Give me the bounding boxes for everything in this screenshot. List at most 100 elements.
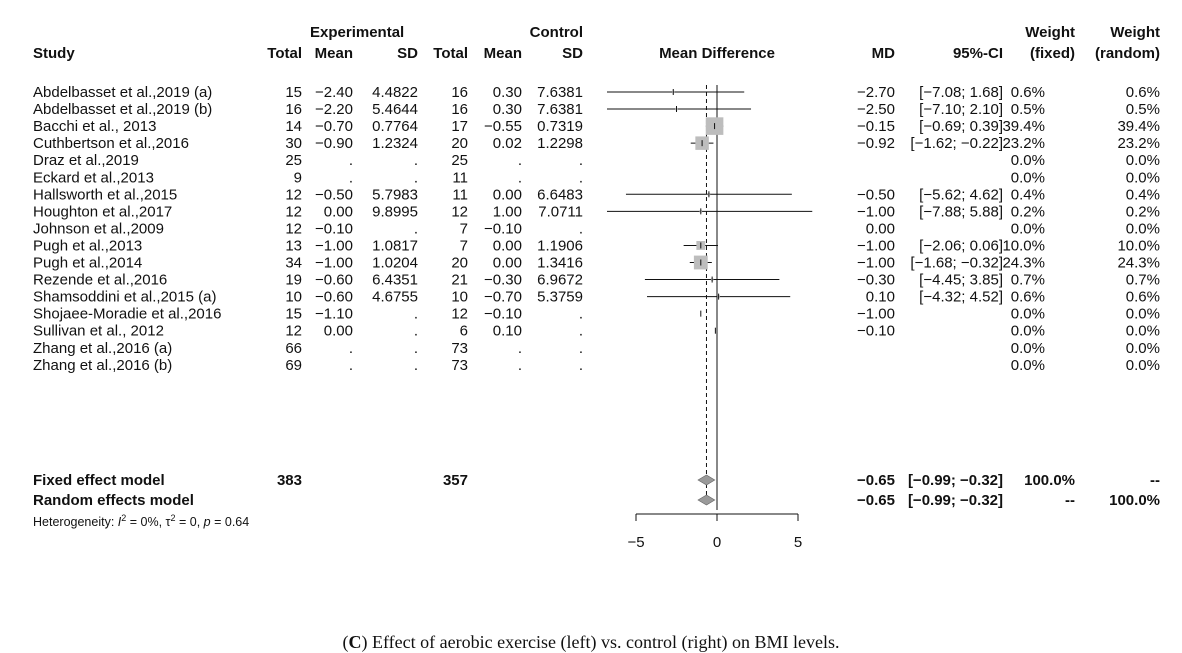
ctrl-sd-cell: . <box>579 169 583 186</box>
ci-cell: [−4.45; 3.85] <box>919 272 1003 289</box>
weight-random-cell: 0.0% <box>1126 357 1160 374</box>
header-control: Control <box>530 24 583 41</box>
weight-fixed-cell: 0.4% <box>1011 186 1045 203</box>
ctrl-mean-cell: −0.55 <box>484 118 522 135</box>
ctrl-total-cell: 10 <box>451 289 468 306</box>
ci-cell: [−4.32; 4.52] <box>919 289 1003 306</box>
exp-mean-cell: −0.60 <box>315 272 353 289</box>
ctrl-mean-cell: 0.02 <box>493 135 522 152</box>
ctrl-total-cell: 7 <box>460 237 468 254</box>
x-axis-tick-label: 0 <box>713 534 721 551</box>
ctrl-sd-cell: 6.6483 <box>537 186 583 203</box>
header-ctrl-total: Total <box>433 45 468 62</box>
weight-fixed-cell: 0.0% <box>1011 220 1045 237</box>
ctrl-mean-cell: −0.30 <box>484 272 522 289</box>
exp-mean-cell: 0.00 <box>324 323 353 340</box>
ctrl-total-cell: 17 <box>451 118 468 135</box>
weight-random-cell: 0.0% <box>1126 323 1160 340</box>
md-cell: −0.50 <box>857 186 895 203</box>
ctrl-mean-cell: 0.00 <box>493 255 522 272</box>
exp-sd-cell: . <box>414 220 418 237</box>
ci-cell: [−1.68; −0.32] <box>910 255 1003 272</box>
exp-total-cell: 15 <box>285 84 302 101</box>
fixed-effect-ci: [−0.99; −0.32] <box>908 472 1003 489</box>
ctrl-mean-cell: 0.00 <box>493 186 522 203</box>
ctrl-sd-cell: 7.6381 <box>537 84 583 101</box>
ctrl-mean-cell: −0.70 <box>484 289 522 306</box>
exp-mean-cell: . <box>349 357 353 374</box>
ctrl-sd-cell: 7.0711 <box>538 203 583 220</box>
ctrl-sd-cell: 7.6381 <box>537 101 583 118</box>
exp-sd-cell: . <box>414 323 418 340</box>
exp-total-cell: 69 <box>285 357 302 374</box>
header-ctrl-sd: SD <box>562 45 583 62</box>
ctrl-mean-cell: . <box>518 357 522 374</box>
header-experimental: Experimental <box>310 24 404 41</box>
caption-text: ) Effect of aerobic exercise (left) vs. … <box>361 632 840 652</box>
fixed-effect-md: −0.65 <box>857 472 895 489</box>
exp-mean-cell: . <box>349 152 353 169</box>
exp-mean-cell: 0.00 <box>324 203 353 220</box>
exp-sd-cell: 6.4351 <box>372 272 418 289</box>
header-exp-total: Total <box>267 45 302 62</box>
header-weight-random-top: Weight <box>1110 24 1160 41</box>
ctrl-mean-cell: 0.00 <box>493 237 522 254</box>
weight-random-cell: 10.0% <box>1117 237 1160 254</box>
exp-sd-cell: 5.4644 <box>372 101 418 118</box>
ctrl-total-cell: 20 <box>451 135 468 152</box>
random-effects-ci: [−0.99; −0.32] <box>908 492 1003 509</box>
random-effects-weight-fixed: -- <box>1065 492 1075 509</box>
exp-total-cell: 13 <box>285 237 302 254</box>
exp-sd-cell: 5.7983 <box>372 186 418 203</box>
ctrl-sd-cell: . <box>579 357 583 374</box>
weight-random-cell: 24.3% <box>1117 255 1160 272</box>
exp-mean-cell: −0.90 <box>315 135 353 152</box>
study-label: Abdelbasset et al.,2019 (b) <box>33 101 212 118</box>
study-label: Sullivan et al., 2012 <box>33 323 164 340</box>
weight-random-cell: 0.0% <box>1126 152 1160 169</box>
weight-random-cell: 0.7% <box>1126 272 1160 289</box>
exp-sd-cell: 1.2324 <box>372 135 418 152</box>
exp-mean-cell: −0.10 <box>315 220 353 237</box>
weight-fixed-cell: 10.0% <box>1002 237 1045 254</box>
caption-letter: C <box>348 632 362 652</box>
fixed-effect-label: Fixed effect model <box>33 472 165 489</box>
ctrl-total-cell: 73 <box>451 340 468 357</box>
ctrl-sd-cell: 1.2298 <box>537 135 583 152</box>
x-axis-tick-label: −5 <box>627 534 644 551</box>
fixed-effect-diamond <box>697 474 716 486</box>
ctrl-total-cell: 20 <box>451 255 468 272</box>
weight-fixed-cell: 0.2% <box>1011 203 1045 220</box>
study-label: Cuthbertson et al.,2016 <box>33 135 189 152</box>
study-label: Shamsoddini et al.,2015 (a) <box>33 289 216 306</box>
exp-mean-cell: −2.20 <box>315 101 353 118</box>
study-label: Rezende et al.,2016 <box>33 272 167 289</box>
random-effects-md: −0.65 <box>857 492 895 509</box>
exp-total-cell: 14 <box>285 118 302 135</box>
ci-cell: [−1.62; −0.22] <box>910 135 1003 152</box>
ctrl-sd-cell: . <box>579 152 583 169</box>
ctrl-total-cell: 25 <box>451 152 468 169</box>
exp-mean-cell: . <box>349 169 353 186</box>
exp-sd-cell: 4.4822 <box>372 84 418 101</box>
fixed-effect-exp-total: 383 <box>277 472 302 489</box>
exp-sd-cell: . <box>414 340 418 357</box>
md-cell: −1.00 <box>857 237 895 254</box>
study-label: Pugh et al.,2014 <box>33 255 142 272</box>
exp-mean-cell: −1.10 <box>315 306 353 323</box>
ctrl-total-cell: 73 <box>451 357 468 374</box>
md-cell: −0.92 <box>857 135 895 152</box>
header-weight-random: (random) <box>1095 45 1160 62</box>
weight-random-cell: 39.4% <box>1117 118 1160 135</box>
ci-cell: [−5.62; 4.62] <box>919 186 1003 203</box>
md-cell: −0.10 <box>857 323 895 340</box>
exp-sd-cell: 1.0204 <box>372 255 418 272</box>
header-exp-sd: SD <box>397 45 418 62</box>
md-cell: −1.00 <box>857 306 895 323</box>
ctrl-total-cell: 12 <box>451 203 468 220</box>
ctrl-sd-cell: . <box>579 340 583 357</box>
ctrl-mean-cell: 1.00 <box>493 203 522 220</box>
study-label: Johnson et al.,2009 <box>33 220 164 237</box>
exp-total-cell: 30 <box>285 135 302 152</box>
